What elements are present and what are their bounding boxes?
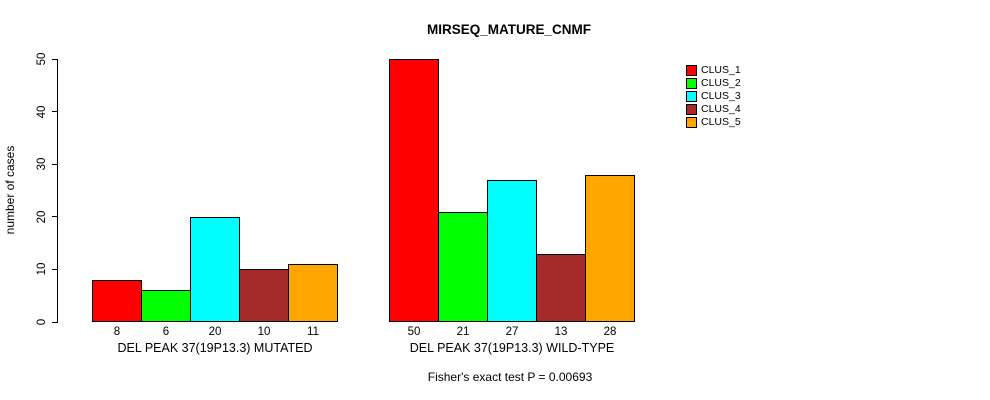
y-tick-label: 0 [36,318,48,326]
legend-label: CLUS_2 [701,77,741,89]
y-tick-label: 20 [36,210,48,224]
legend: CLUS_1 CLUS_2 CLUS_3 CLUS_4 CLUS_5 [686,65,741,130]
bar-clus_2-group2 [438,211,488,322]
y-tick-label: 50 [36,52,48,66]
legend-swatch-clus_1 [686,65,697,76]
bar-clus_5-group2 [585,174,635,322]
bar-clus_1-group2 [389,59,439,322]
bar-value-label: 10 [257,326,271,338]
group-label: DEL PEAK 37(19P13.3) MUTATED [117,341,313,355]
bar-value-label: 6 [162,326,170,338]
legend-item-clus_2: CLUS_2 [686,78,741,89]
legend-label: CLUS_3 [701,90,741,102]
bar-clus_3-group1 [190,216,240,322]
legend-swatch-clus_5 [686,117,697,128]
y-tick-mark [52,58,57,60]
bar-value-label: 21 [456,326,470,338]
bar-value-label: 50 [407,326,421,338]
y-tick-mark [52,111,57,113]
legend-label: CLUS_5 [701,116,741,128]
legend-item-clus_4: CLUS_4 [686,104,741,115]
y-tick-label: 40 [36,105,48,118]
y-tick-label: 10 [36,262,48,276]
legend-item-clus_5: CLUS_5 [686,117,741,128]
bar-clus_5-group1 [288,264,338,322]
legend-swatch-clus_3 [686,91,697,102]
group-label: DEL PEAK 37(19P13.3) WILD-TYPE [409,341,615,355]
bar-value-label: 28 [603,326,617,338]
legend-label: CLUS_4 [701,103,741,115]
legend-swatch-clus_4 [686,104,697,115]
bar-clus_4-group1 [239,269,289,322]
y-axis-title: number of cases [3,145,17,235]
y-axis-line [57,59,58,323]
chart-title: MIRSEQ_MATURE_CNMF [426,22,592,37]
y-tick-mark [52,268,57,270]
legend-swatch-clus_2 [686,78,697,89]
bar-value-label: 27 [505,326,519,338]
bar-clus_4-group2 [536,253,586,322]
y-tick-mark [52,216,57,218]
bar-clus_1-group1 [92,279,142,322]
bar-clus_3-group2 [487,179,537,322]
legend-label: CLUS_1 [701,64,741,76]
bar-value-label: 13 [554,326,568,338]
y-tick-label: 30 [36,157,48,171]
y-tick-mark [52,163,57,165]
legend-item-clus_1: CLUS_1 [686,65,741,76]
bar-value-label: 8 [113,326,121,338]
bar-clus_2-group1 [141,290,191,322]
bar-value-label: 20 [208,326,222,338]
legend-item-clus_3: CLUS_3 [686,91,741,102]
footnote: Fisher's exact test P = 0.00693 [427,370,593,384]
y-tick-mark [52,321,57,323]
bar-value-label: 11 [307,326,319,338]
